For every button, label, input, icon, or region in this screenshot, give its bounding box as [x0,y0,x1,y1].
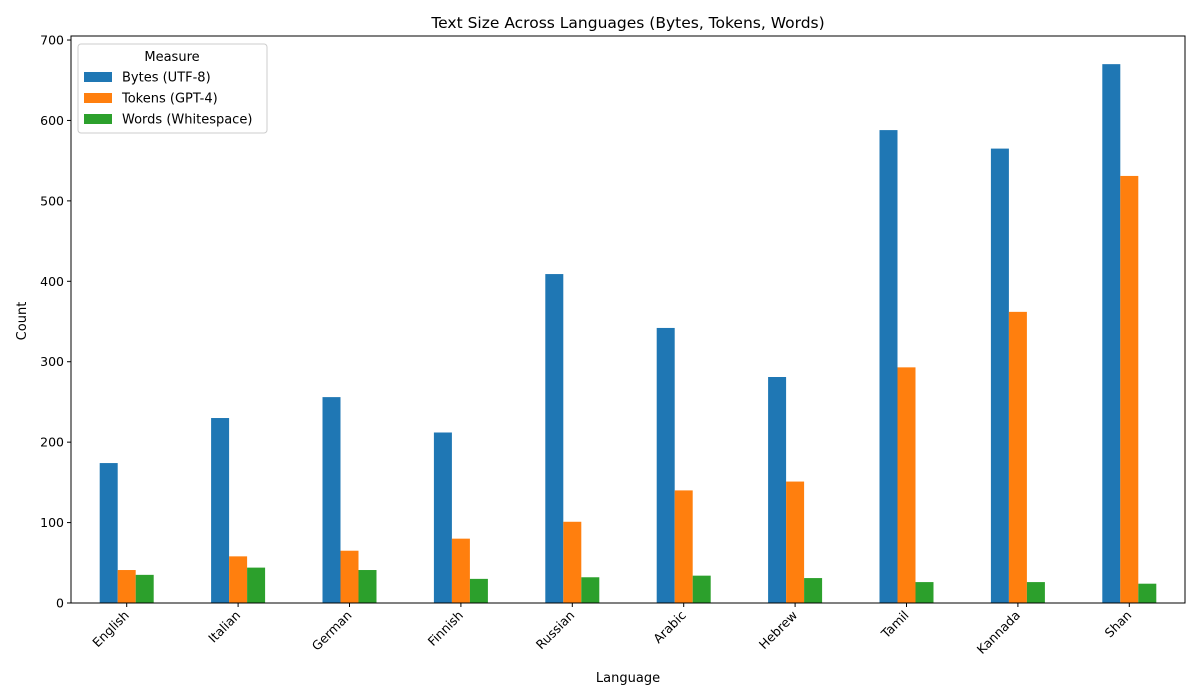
bar [229,556,248,603]
y-tick-label: 700 [40,33,64,48]
bar [247,567,266,603]
legend-label: Bytes (UTF-8) [122,71,211,86]
axes-frame [70,35,1186,604]
bar [358,570,377,603]
legend-title: Measure [144,50,199,65]
bar [581,577,600,603]
bar [99,463,118,603]
bar [879,130,898,603]
y-tick-label: 600 [40,113,64,128]
legend-swatch [84,93,112,103]
y-tick-label: 0 [56,596,64,611]
legend-swatch [84,72,112,82]
bar [1138,583,1157,603]
y-tick-label: 200 [40,435,64,450]
bar [1120,175,1139,603]
bar [786,481,805,603]
bar [768,377,787,603]
bar [545,274,564,603]
y-tick-label: 100 [40,515,64,530]
bar [340,550,359,603]
bar [117,570,136,603]
legend: Measure Bytes (UTF-8) Tokens (GPT-4) Words… [77,43,268,134]
bar [656,327,675,603]
x-axis-label: Language [596,671,660,686]
bar [990,148,1009,603]
legend-label: Tokens (GPT-4) [121,92,218,107]
bar [897,367,916,603]
bar [135,574,154,603]
bar [804,578,823,603]
legend-swatch [84,114,112,124]
bar [1026,582,1045,603]
bar [211,418,230,603]
bar [1102,64,1121,604]
chart-title: Text Size Across Languages (Bytes, Token… [430,14,824,32]
y-tick-label: 500 [40,193,64,208]
bar [692,575,711,603]
y-tick-label: 400 [40,274,64,289]
bar [433,432,452,603]
bar [469,578,488,603]
bar [915,582,934,603]
y-tick-label: 300 [40,354,64,369]
legend-box [77,43,268,134]
bar [563,521,582,603]
legend-label: Words (Whitespace) [122,113,252,128]
bar [1008,311,1027,603]
bar [322,397,341,603]
bar [451,538,470,603]
y-axis-label: Count [15,302,30,341]
bar [674,490,693,603]
